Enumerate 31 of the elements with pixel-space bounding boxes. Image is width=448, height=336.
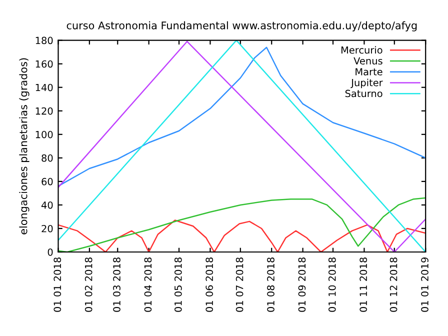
y-tick-label: 160 (36, 60, 53, 68)
y-tick-label: 20 (42, 224, 53, 232)
y-tick-label: 60 (42, 178, 53, 186)
legend-label: Jupiter (350, 78, 383, 88)
legend-label: Venus (354, 57, 382, 65)
legend-label: Mercurio (341, 46, 382, 54)
x-tick-label: 01 05 2018 (174, 258, 182, 312)
x-tick-label: 01 07 2018 (236, 258, 244, 312)
y-tick-label: 40 (41, 201, 53, 209)
y-tick-label: 100 (36, 130, 53, 138)
chart-title: curso Astronomia Fundamental www.astronomia.edu.uy/depto/afyg (66, 21, 417, 32)
x-tick-label: 01 10 2018 (328, 258, 336, 312)
y-tick-label: 0 (48, 248, 53, 256)
x-tick-label: 01 08 2018 (267, 258, 274, 312)
x-tick-label: 01 03 2018 (113, 258, 120, 312)
x-tick-label: 01 12 2018 (390, 258, 398, 312)
x-tick-label: 01 09 2018 (298, 258, 306, 312)
x-tick-label: 01 02 2018 (84, 258, 92, 312)
y-tick-label: 140 (36, 84, 53, 92)
legend-label: Marte (356, 68, 382, 76)
x-tick-label: 01 01 2019 (421, 258, 428, 312)
y-axis-title: elongaciones planetarias (grados) (19, 58, 30, 234)
x-tick-label: 01 11 2018 (360, 258, 368, 312)
y-tick-label: 180 (36, 36, 53, 44)
y-tick-label: 80 (42, 154, 53, 162)
x-tick-label: 01 04 2018 (144, 258, 152, 312)
legend-label: Saturno (345, 90, 382, 98)
x-tick-label: 01 01 2018 (54, 258, 62, 312)
line-series (58, 40, 426, 252)
x-tick-label: 01 06 2018 (206, 258, 214, 312)
y-tick-label: 120 (36, 107, 53, 115)
